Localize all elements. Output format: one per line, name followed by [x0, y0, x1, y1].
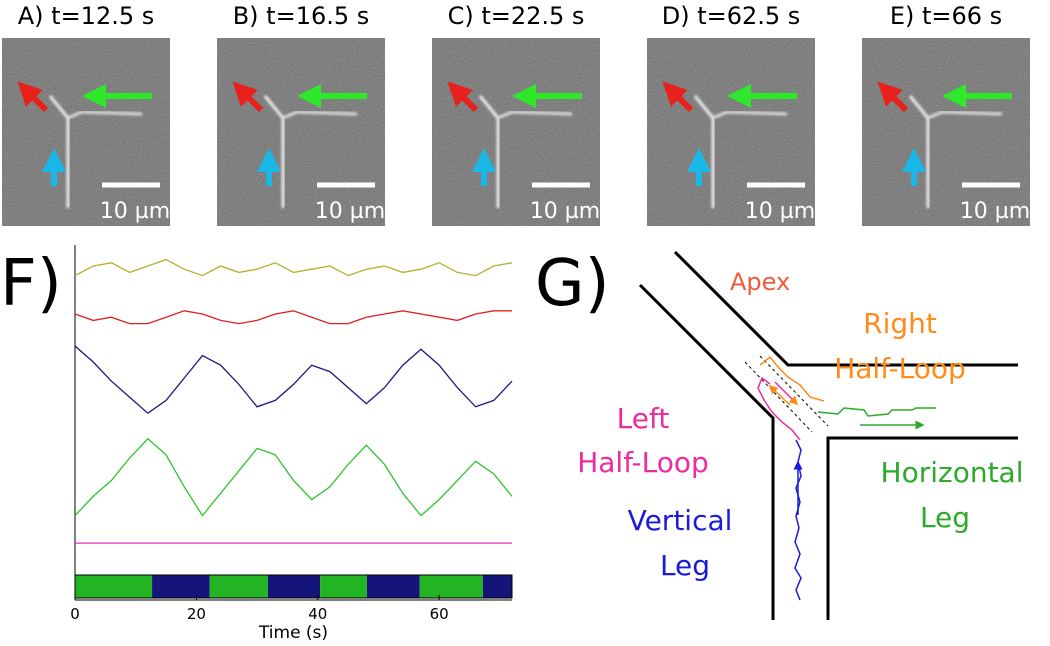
state-band — [75, 575, 153, 598]
wall — [826, 436, 1018, 620]
micrograph-panels: A) t=12.5 s 10 µm B) t=16.5 s 10 µm C) t=22.… — [2, 2, 1030, 226]
scale-bar-label: 10 µm — [530, 199, 600, 224]
micrograph: 10 µm — [217, 38, 385, 226]
state-band — [366, 575, 420, 598]
panel-label: E) t=66 s — [890, 2, 1002, 30]
region-label: Left — [617, 402, 670, 435]
state-band — [419, 575, 483, 598]
x-tick-label: 40 — [308, 605, 327, 623]
state-band — [152, 575, 210, 598]
region-label: Half-Loop — [834, 352, 966, 385]
apex-label: Apex — [730, 268, 790, 296]
image-noise — [432, 38, 600, 226]
state-band — [209, 575, 269, 598]
panel-label: B) t=16.5 s — [233, 2, 370, 30]
panel-label: G) — [535, 247, 610, 321]
trace — [74, 345, 513, 415]
chart-f: F) 0 20 40 60 Time (s) — [0, 245, 513, 643]
scale-bar-label: 10 µm — [315, 199, 385, 224]
arrow — [662, 81, 694, 113]
filament — [927, 110, 1003, 120]
arrow — [232, 81, 264, 113]
state-band — [268, 575, 321, 598]
x-tick-label: 20 — [187, 605, 206, 623]
micrograph: 10 µm — [862, 38, 1030, 226]
state-band — [482, 575, 512, 598]
trajectory — [817, 407, 936, 417]
region-label: Leg — [660, 549, 710, 582]
trace — [74, 310, 512, 325]
region-label: Vertical — [628, 504, 733, 537]
x-tick-label: 0 — [70, 605, 80, 623]
divider — [744, 361, 813, 433]
panel-label: F) — [0, 247, 62, 321]
trace — [74, 258, 513, 277]
trajectory — [759, 355, 825, 402]
trace — [74, 437, 513, 517]
filament — [712, 110, 788, 120]
channel-walls — [638, 250, 1018, 620]
filament — [497, 110, 573, 120]
filament — [282, 110, 358, 120]
region-label: Right — [863, 307, 937, 340]
x-axis-title: Time (s) — [258, 623, 328, 642]
arrow — [768, 384, 791, 406]
panel-label: A) t=12.5 s — [18, 2, 155, 30]
x-tick-label: 60 — [430, 605, 449, 623]
trajectory — [757, 376, 801, 441]
panel-label: D) t=62.5 s — [662, 2, 801, 30]
micrograph: 10 µm — [2, 38, 170, 226]
micrograph: 10 µm — [647, 38, 815, 226]
divider — [759, 355, 829, 427]
image-noise — [862, 38, 1030, 226]
state-band — [320, 575, 367, 598]
wall — [638, 283, 775, 620]
image-noise — [2, 38, 170, 226]
panel-label: C) t=22.5 s — [448, 2, 585, 30]
scale-bar-label: 10 µm — [100, 199, 170, 224]
image-noise — [647, 38, 815, 226]
arrow — [774, 381, 799, 406]
arrow — [447, 81, 479, 113]
region-label: Leg — [920, 501, 970, 534]
arrow — [17, 81, 49, 113]
region-label: Horizontal — [881, 456, 1024, 489]
band-frame — [74, 574, 513, 599]
region-label: Half-Loop — [577, 446, 709, 479]
trajectory — [794, 439, 802, 601]
micrograph: 10 µm — [432, 38, 600, 226]
scale-bar-label: 10 µm — [745, 199, 815, 224]
wall — [673, 250, 1018, 367]
scale-bar-label: 10 µm — [960, 199, 1030, 224]
diagram-g: G) Apex Right Half-Loop Left Half-Loop H… — [535, 247, 1023, 620]
filament — [67, 110, 143, 120]
image-noise — [217, 38, 385, 226]
arrow — [877, 81, 909, 113]
